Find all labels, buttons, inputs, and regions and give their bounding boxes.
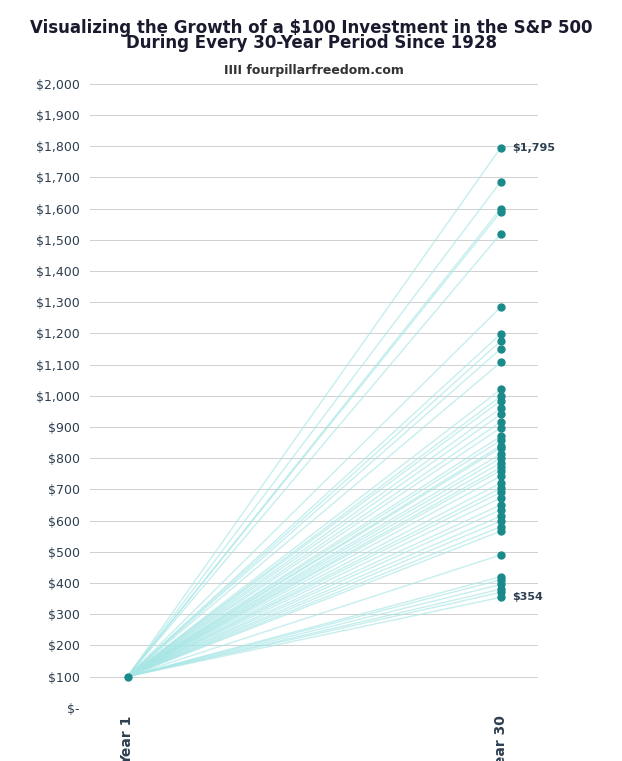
Point (496, 422, 506, 434)
Point (496, 356, 506, 368)
Point (496, 301, 506, 314)
Point (496, 486, 506, 498)
Point (496, 571, 506, 583)
Point (496, 142, 506, 154)
Point (496, 441, 506, 454)
Point (496, 482, 506, 495)
Point (496, 435, 506, 447)
Point (496, 335, 506, 347)
Point (496, 574, 506, 586)
Point (496, 448, 506, 460)
Point (496, 521, 506, 533)
Point (496, 176, 506, 188)
Point (496, 583, 506, 595)
Point (496, 549, 506, 561)
Point (496, 416, 506, 428)
Point (496, 430, 506, 442)
Point (496, 492, 506, 504)
Point (496, 477, 506, 489)
Point (496, 464, 506, 476)
Point (496, 510, 506, 522)
Point (496, 202, 506, 215)
Text: IIII fourpillarfreedom.com: IIII fourpillarfreedom.com (224, 65, 404, 78)
Point (496, 328, 506, 340)
Point (496, 228, 506, 240)
Point (496, 499, 506, 511)
Point (496, 578, 506, 591)
Point (496, 457, 506, 469)
Text: $354: $354 (512, 592, 543, 602)
Point (496, 409, 506, 421)
Point (496, 504, 506, 516)
Point (496, 395, 506, 407)
Point (496, 342, 506, 355)
Point (496, 206, 506, 218)
Point (496, 461, 506, 473)
Text: $1,795: $1,795 (512, 142, 555, 153)
Point (496, 452, 506, 464)
Point (496, 470, 506, 482)
Point (123, 670, 132, 683)
Point (496, 515, 506, 527)
Point (496, 586, 506, 598)
Point (496, 440, 506, 452)
Point (496, 390, 506, 403)
Point (496, 591, 506, 603)
Text: Visualizing the Growth of a $100 Investment in the S&P 500: Visualizing the Growth of a $100 Investm… (30, 19, 592, 37)
Point (496, 402, 506, 414)
Point (496, 384, 506, 396)
Point (496, 525, 506, 537)
Text: During Every 30-Year Period Since 1928: During Every 30-Year Period Since 1928 (126, 34, 496, 53)
